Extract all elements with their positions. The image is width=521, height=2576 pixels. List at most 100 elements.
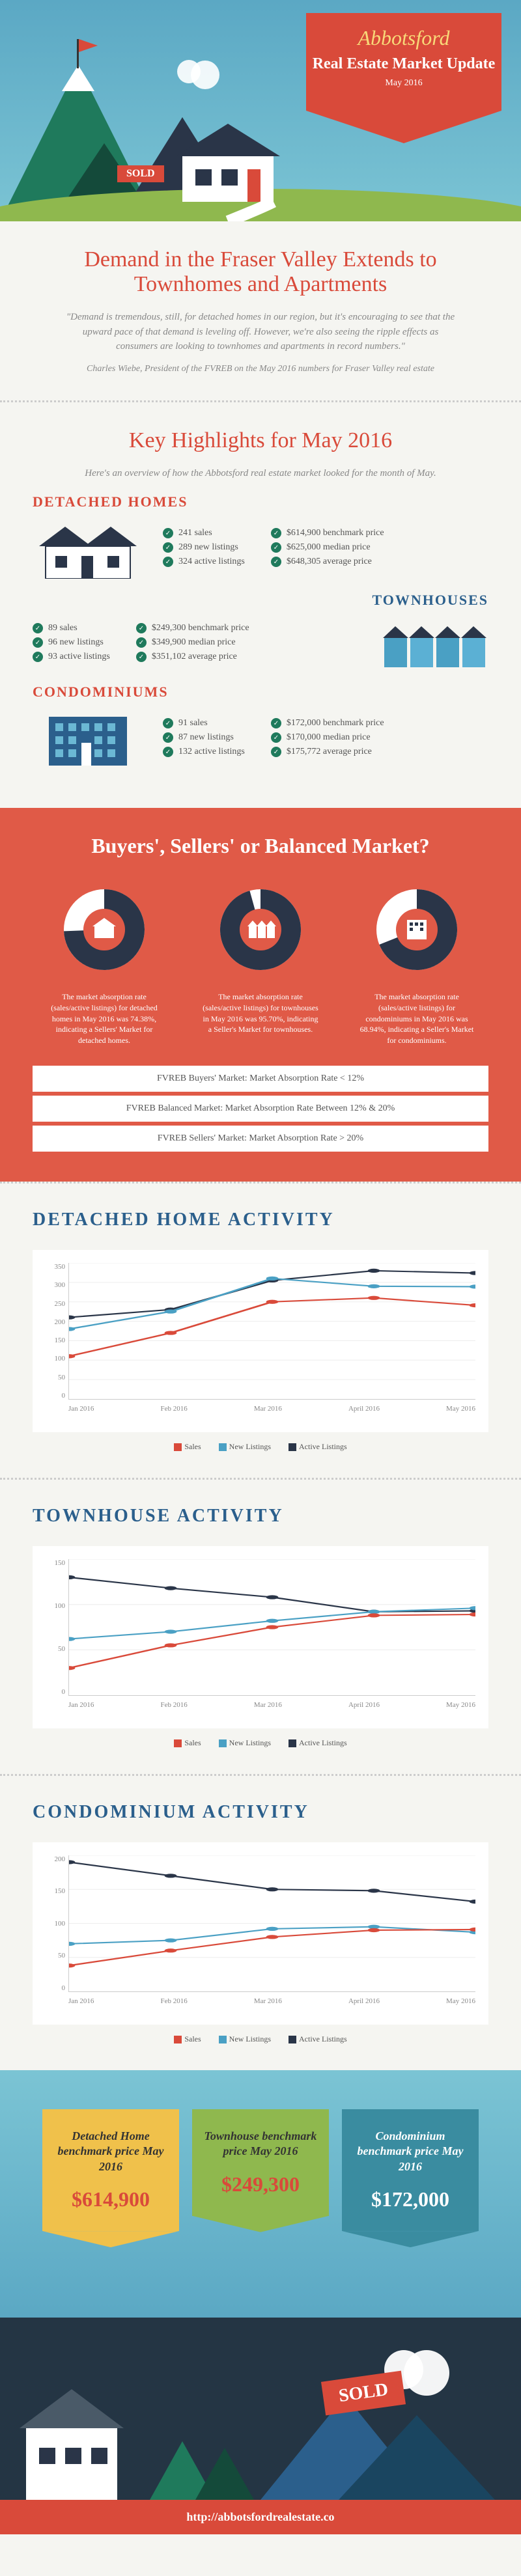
stat-item: ✓87 new listings <box>163 732 245 743</box>
market-definition: FVREB Balanced Market: Market Absorption… <box>33 1096 488 1122</box>
chart-section-townhouse: TOWNHOUSE ACTIVITY 150100500 Jan 2016Feb… <box>0 1478 521 1774</box>
chart-legend: Sales New Listings Active Listings <box>33 2034 488 2044</box>
demand-title: Demand in the Fraser Valley Extends to T… <box>33 247 488 297</box>
donut-block: The market absorption rate (sales/active… <box>189 878 332 1046</box>
townhouse-icon <box>378 618 488 671</box>
header-date: May 2016 <box>306 78 501 89</box>
check-icon: ✓ <box>271 747 281 757</box>
stat-item: ✓$648,305 average price <box>271 557 384 567</box>
donut-row: The market absorption rate (sales/active… <box>33 878 488 1046</box>
chart-title: CONDOMINIUM ACTIVITY <box>33 1802 488 1823</box>
highlights-section: Key Highlights for May 2016 Here's an ov… <box>0 400 521 809</box>
stat-item: ✓89 sales <box>33 623 110 633</box>
demand-quote: "Demand is tremendous, still, for detach… <box>65 310 456 354</box>
detached-label: DETACHED HOMES <box>33 493 488 510</box>
highlights-title: Key Highlights for May 2016 <box>33 428 488 453</box>
stat-item: ✓91 sales <box>163 718 245 728</box>
price-card: Townhouse benchmark price May 2016 $249,3… <box>192 2109 329 2216</box>
check-icon: ✓ <box>271 732 281 743</box>
check-icon: ✓ <box>271 542 281 553</box>
benchmark-section: Detached Home benchmark price May 2016 $6… <box>0 2070 521 2318</box>
highlights-intro: Here's an overview of how the Abbotsford… <box>65 466 456 481</box>
market-definitions: FVREB Buyers' Market: Market Absorption … <box>33 1066 488 1152</box>
price-card: Detached Home benchmark price May 2016 $6… <box>42 2109 179 2231</box>
chart-section-detached: DETACHED HOME ACTIVITY 35030025020015010… <box>0 1182 521 1478</box>
market-definition: FVREB Buyers' Market: Market Absorption … <box>33 1066 488 1092</box>
stat-item: ✓$172,000 benchmark price <box>271 718 384 728</box>
chart-title: DETACHED HOME ACTIVITY <box>33 1210 488 1230</box>
check-icon: ✓ <box>136 637 147 648</box>
donut-text: The market absorption rate (sales/active… <box>202 991 319 1035</box>
townhouse-row: ✓89 sales ✓96 new listings ✓93 active list… <box>33 618 488 671</box>
townhouse-label: TOWNHOUSES <box>33 592 488 609</box>
sold-tag: SOLD <box>117 165 164 182</box>
check-icon: ✓ <box>163 732 173 743</box>
donut-chart <box>52 878 156 982</box>
stat-item: ✓$349,900 median price <box>136 637 249 648</box>
demand-attribution: Charles Wiebe, President of the FVREB on… <box>33 364 488 374</box>
price-value: $249,300 <box>202 2172 319 2196</box>
townhouse-stats: ✓89 sales ✓96 new listings ✓93 active list… <box>33 623 358 666</box>
donut-text: The market absorption rate (sales/active… <box>358 991 475 1046</box>
market-definition: FVREB Sellers' Market: Market Absorption… <box>33 1126 488 1152</box>
price-label: Condominium benchmark price May 2016 <box>352 2129 469 2174</box>
check-icon: ✓ <box>33 637 43 648</box>
header-city: Abbotsford <box>306 26 501 50</box>
chart-title: TOWNHOUSE ACTIVITY <box>33 1506 488 1527</box>
donut-chart <box>365 878 469 982</box>
check-icon: ✓ <box>163 528 173 538</box>
condo-label: CONDOMINIUMS <box>33 684 488 700</box>
stat-item: ✓96 new listings <box>33 637 110 648</box>
check-icon: ✓ <box>163 557 173 567</box>
line-chart: 350300250200150100500 Jan 2016Feb 2016Ma… <box>33 1250 488 1432</box>
price-label: Detached Home benchmark price May 2016 <box>52 2129 169 2174</box>
condo-stats: ✓91 sales ✓87 new listings ✓132 active lis… <box>163 718 488 761</box>
check-icon: ✓ <box>163 747 173 757</box>
check-icon: ✓ <box>33 652 43 662</box>
donut-chart <box>208 878 313 982</box>
check-icon: ✓ <box>163 718 173 728</box>
stat-item: ✓$625,000 median price <box>271 542 384 553</box>
detached-stats: ✓241 sales ✓289 new listings ✓324 active l… <box>163 528 488 571</box>
stat-item: ✓241 sales <box>163 528 245 538</box>
stat-item: ✓$170,000 median price <box>271 732 384 743</box>
donut-text: The market absorption rate (sales/active… <box>46 991 163 1046</box>
stat-item: ✓$249,300 benchmark price <box>136 623 249 633</box>
check-icon: ✓ <box>163 542 173 553</box>
donut-block: The market absorption rate (sales/active… <box>345 878 488 1046</box>
price-value: $614,900 <box>52 2187 169 2211</box>
price-card: Condominium benchmark price May 2016 $172… <box>342 2109 479 2231</box>
stat-item: ✓$614,900 benchmark price <box>271 528 384 538</box>
line-chart: 150100500 Jan 2016Feb 2016Mar 2016April … <box>33 1546 488 1728</box>
stat-item: ✓$351,102 average price <box>136 652 249 662</box>
condo-row: ✓91 sales ✓87 new listings ✓132 active lis… <box>33 710 488 769</box>
check-icon: ✓ <box>33 623 43 633</box>
line-chart: 200150100500 Jan 2016Feb 2016Mar 2016Apr… <box>33 1842 488 2025</box>
chart-legend: Sales New Listings Active Listings <box>33 1738 488 1748</box>
house-icon <box>33 520 143 579</box>
stat-item: ✓324 active listings <box>163 557 245 567</box>
check-icon: ✓ <box>136 652 147 662</box>
check-icon: ✓ <box>271 528 281 538</box>
stat-item: ✓93 active listings <box>33 652 110 662</box>
header-hero: SOLD Abbotsford Real Estate Market Updat… <box>0 0 521 221</box>
donut-block: The market absorption rate (sales/active… <box>33 878 176 1046</box>
chart-section-condo: CONDOMINIUM ACTIVITY 200150100500 Jan 20… <box>0 1774 521 2070</box>
stat-item: ✓289 new listings <box>163 542 245 553</box>
condo-icon <box>33 710 143 769</box>
price-value: $172,000 <box>352 2187 469 2211</box>
header-title: Real Estate Market Update <box>306 55 501 73</box>
chart-legend: Sales New Listings Active Listings <box>33 1442 488 1452</box>
detached-row: ✓241 sales ✓289 new listings ✓324 active l… <box>33 520 488 579</box>
price-label: Townhouse benchmark price May 2016 <box>202 2129 319 2159</box>
footer-illustration: SOLD <box>0 2318 521 2500</box>
market-section: Buyers', Sellers' or Balanced Market? Th… <box>0 808 521 1182</box>
demand-section: Demand in the Fraser Valley Extends to T… <box>0 221 521 400</box>
check-icon: ✓ <box>271 557 281 567</box>
check-icon: ✓ <box>271 718 281 728</box>
footer-url: http://abbotsfordrealestate.co <box>0 2500 521 2534</box>
stat-item: ✓$175,772 average price <box>271 747 384 757</box>
stat-item: ✓132 active listings <box>163 747 245 757</box>
market-title: Buyers', Sellers' or Balanced Market? <box>33 834 488 858</box>
check-icon: ✓ <box>136 623 147 633</box>
